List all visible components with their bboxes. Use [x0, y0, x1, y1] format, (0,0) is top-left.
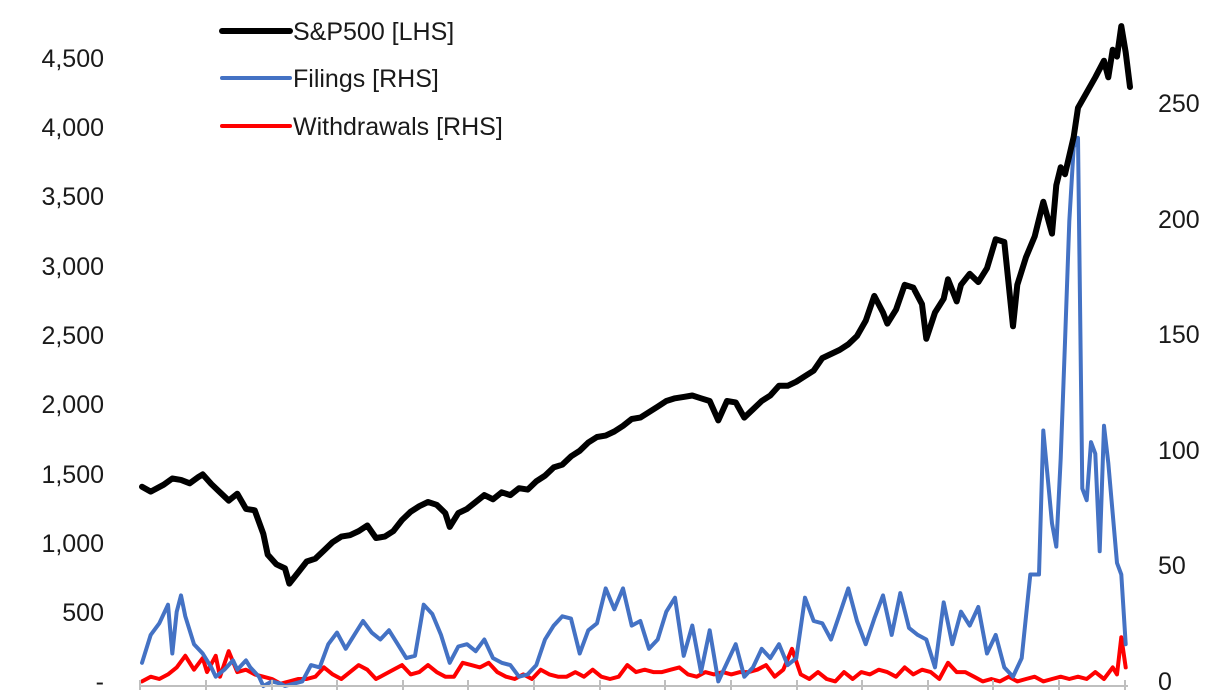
legend-label: Withdrawals [RHS]	[293, 113, 503, 141]
right-axis-tick-labels: 0 50 100 150 200 250	[1158, 90, 1200, 690]
legend-label: Filings [RHS]	[293, 65, 439, 93]
withdrawals-series-line	[140, 635, 1128, 686]
legend-label: S&P500 [LHS]	[293, 18, 454, 46]
left-tick-label: 1,000	[41, 530, 104, 558]
right-tick-label: 50	[1158, 552, 1186, 580]
right-tick-label: 200	[1158, 206, 1200, 234]
right-tick-label: 250	[1158, 90, 1200, 118]
left-tick-label: 4,000	[41, 114, 104, 142]
right-tick-label: 0	[1158, 668, 1172, 690]
x-axis-ticks	[139, 680, 1126, 690]
left-tick-label: 2,500	[41, 322, 104, 350]
left-tick-label: 3,500	[41, 183, 104, 211]
legend-item-sp500: S&P500 [LHS]	[219, 18, 454, 46]
filings-series-line	[140, 135, 1128, 688]
sp500-series-line	[139, 23, 1133, 587]
legend-item-withdrawals: Withdrawals [RHS]	[220, 113, 503, 141]
left-tick-label: 1,500	[41, 461, 104, 489]
left-axis-tick-labels: - 500 1,000 1,500 2,000 2,500 3,000 3,50…	[41, 45, 104, 690]
left-tick-label: 3,000	[41, 253, 104, 281]
right-tick-label: 150	[1158, 321, 1200, 349]
legend: S&P500 [LHS] Filings [RHS] Withdrawals […	[219, 18, 503, 141]
left-tick-label: 4,500	[41, 45, 104, 73]
left-tick-label: -	[96, 668, 104, 690]
left-tick-label: 2,000	[41, 391, 104, 419]
legend-item-filings: Filings [RHS]	[220, 65, 439, 93]
left-tick-label: 500	[62, 599, 104, 627]
right-tick-label: 100	[1158, 437, 1200, 465]
